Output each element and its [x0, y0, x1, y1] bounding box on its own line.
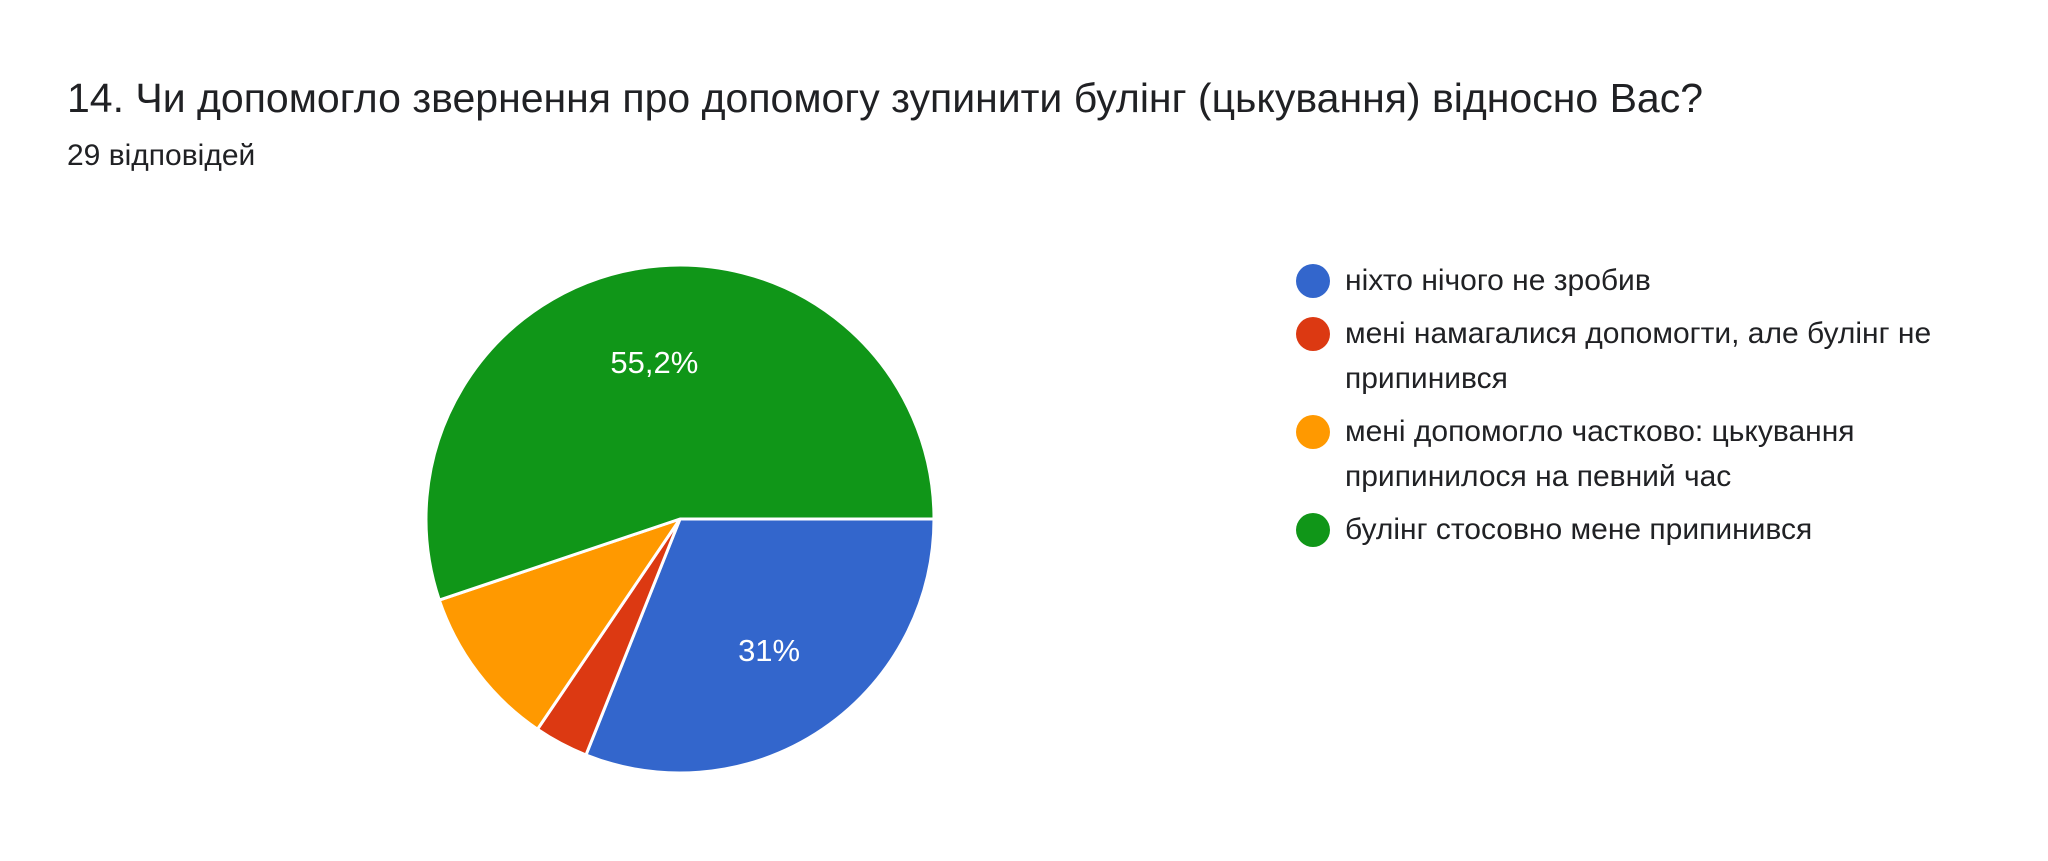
legend-item-2[interactable]: мені намагалися допомогти, але булінг не… — [1296, 311, 1936, 401]
pie-slice-3[interactable] — [437, 517, 682, 731]
legend-label: ніхто нічого не зробив — [1345, 264, 1651, 297]
chart-legend: ніхто нічого не зробив мені намагалися до… — [1296, 258, 1936, 560]
slice-label-4: 55,2% — [610, 345, 698, 380]
legend-swatch-icon — [1296, 415, 1330, 449]
legend-label: мені намагалися допомогти, але булінг не… — [1345, 317, 1932, 395]
legend-swatch-icon — [1296, 264, 1330, 298]
legend-swatch-icon — [1296, 513, 1330, 547]
slice-label-1: 31% — [738, 633, 800, 668]
legend-item-4[interactable]: булінг стосовно мене припинився — [1296, 507, 1936, 552]
pie-slice-1[interactable] — [584, 517, 936, 775]
legend-label: мені допомогло частково: цькування припи… — [1345, 415, 1855, 493]
pie-slices — [424, 263, 936, 775]
question-title: 14. Чи допомогло звернення про допомогу … — [67, 75, 1704, 121]
legend-swatch-icon — [1296, 317, 1330, 351]
response-count: 29 відповідей — [67, 139, 256, 172]
legend-label: булінг стосовно мене припинився — [1345, 513, 1813, 546]
legend-item-3[interactable]: мені допомогло частково: цькування припи… — [1296, 409, 1936, 499]
pie-slice-4[interactable] — [424, 263, 936, 602]
legend-item-1[interactable]: ніхто нічого не зробив — [1296, 258, 1936, 303]
pie-labels: 31% 55,2% — [610, 345, 800, 668]
